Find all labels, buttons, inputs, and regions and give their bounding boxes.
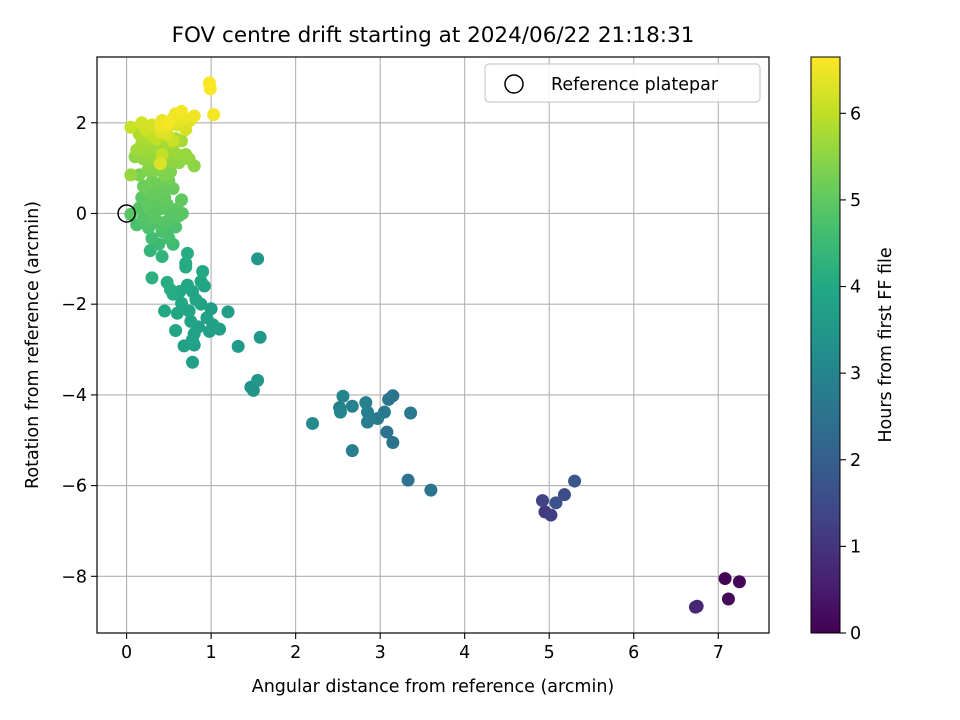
colorbar-tick-label: 0	[850, 624, 861, 644]
colorbar-tick-label: 4	[850, 278, 861, 298]
x-tick-label: 6	[628, 643, 639, 663]
data-point	[187, 109, 201, 123]
legend-entry-label: Reference platepar	[551, 75, 719, 95]
data-point	[306, 416, 320, 430]
data-point	[251, 252, 265, 266]
legend-box	[484, 63, 761, 103]
data-point	[345, 444, 359, 458]
data-point	[360, 415, 374, 429]
colorbar: 0 1 2 3 4 5 6 Hours from first FF file	[810, 56, 896, 644]
x-tick-label: 3	[375, 643, 386, 663]
data-point	[155, 250, 169, 264]
x-tick-label: 0	[121, 643, 132, 663]
data-point	[175, 104, 189, 118]
data-point	[124, 120, 138, 134]
data-point	[544, 508, 558, 522]
data-point	[732, 575, 746, 589]
data-point	[186, 355, 200, 369]
data-point	[175, 296, 189, 310]
y-tick-label: −8	[61, 567, 87, 587]
data-point	[336, 389, 350, 403]
data-point	[203, 82, 217, 96]
data-point	[184, 314, 198, 328]
y-axis-label: Rotation from reference (arcmin)	[23, 201, 43, 489]
x-tick-label: 1	[206, 643, 217, 663]
y-tick-label: −6	[61, 477, 87, 497]
data-point	[386, 436, 400, 450]
data-point	[160, 275, 174, 289]
colorbar-ticks: 0 1 2 3 4 5 6	[840, 104, 861, 644]
x-tick-label: 2	[290, 643, 301, 663]
data-point	[359, 396, 373, 410]
data-point	[382, 392, 396, 406]
colorbar-gradient	[810, 56, 841, 634]
data-point	[169, 323, 183, 337]
colorbar-tick-label: 3	[850, 364, 861, 384]
data-point	[207, 108, 221, 122]
data-point	[535, 494, 549, 508]
colorbar-label: Hours from first FF file	[876, 247, 896, 442]
x-tick-label: 5	[544, 643, 555, 663]
reference-marker	[117, 204, 136, 223]
data-points	[124, 76, 746, 614]
y-tick-label: 0	[76, 204, 87, 224]
data-point	[557, 488, 571, 502]
data-point	[145, 175, 159, 189]
data-point	[180, 246, 194, 260]
data-point	[194, 275, 208, 289]
data-point	[549, 496, 563, 510]
data-point	[568, 474, 582, 488]
x-axis-ticks: 0 1 2 3 4 5 6 7	[121, 633, 724, 663]
x-axis-label: Angular distance from reference (arcmin)	[252, 677, 615, 697]
legend-marker-icon	[504, 74, 524, 94]
data-point	[690, 599, 704, 613]
data-point	[721, 592, 735, 606]
plot-frame	[96, 56, 770, 634]
data-point	[246, 383, 260, 397]
data-point	[718, 572, 732, 586]
data-point	[124, 168, 138, 182]
legend: Reference platepar	[484, 63, 761, 103]
data-point	[401, 473, 415, 487]
data-point	[380, 425, 394, 439]
data-point	[158, 304, 172, 318]
y-tick-label: 2	[76, 114, 87, 134]
colorbar-tick-label: 1	[850, 537, 861, 557]
data-point	[371, 411, 385, 425]
x-tick-label: 4	[459, 643, 470, 663]
y-tick-label: −4	[61, 386, 87, 406]
colorbar-tick-label: 6	[850, 104, 861, 124]
data-point	[404, 406, 418, 420]
data-point	[162, 116, 176, 130]
data-point	[196, 265, 210, 279]
data-point	[186, 333, 200, 347]
data-point	[170, 306, 184, 320]
data-point	[333, 405, 347, 419]
y-tick-label: −2	[61, 295, 87, 315]
data-point	[175, 193, 189, 207]
data-point	[424, 483, 438, 497]
data-point	[345, 399, 359, 413]
data-point	[179, 148, 193, 162]
data-point	[200, 311, 214, 325]
data-point	[251, 373, 265, 387]
colorbar-tick-label: 5	[850, 191, 861, 211]
data-point	[253, 330, 267, 344]
data-point	[221, 305, 235, 319]
data-point	[145, 271, 159, 285]
data-point	[135, 116, 149, 130]
x-tick-label: 7	[713, 643, 724, 663]
data-point	[153, 157, 167, 171]
colorbar-tick-label: 2	[850, 451, 861, 471]
y-axis-ticks: −8 −6 −4 −2 0 2	[61, 114, 97, 587]
data-point	[145, 231, 159, 245]
data-point	[231, 339, 245, 353]
chart-title: FOV centre drift starting at 2024/06/22 …	[172, 23, 695, 48]
data-point	[179, 260, 193, 274]
